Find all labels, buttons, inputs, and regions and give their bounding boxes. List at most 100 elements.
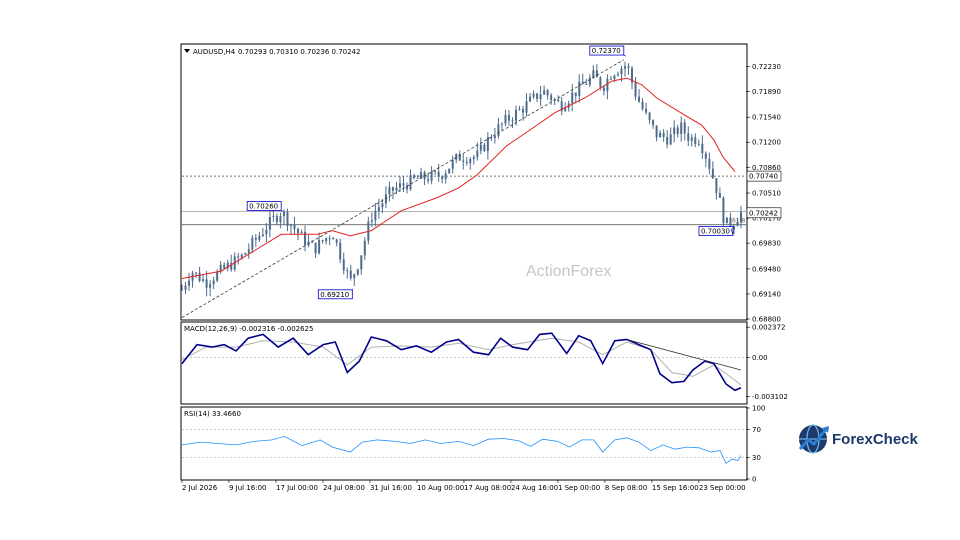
candle-body <box>240 254 243 258</box>
candle-body <box>212 280 215 285</box>
candle-body <box>514 109 517 121</box>
x-tick-label: 10 Aug 00:00 <box>417 484 464 492</box>
candle-body <box>244 253 247 255</box>
candle-body <box>578 81 581 96</box>
macd-signal-line <box>181 337 742 386</box>
price-annotation-label: 0.70260 <box>249 202 278 210</box>
trendline <box>181 59 624 318</box>
candle-body <box>402 183 405 186</box>
candle-body <box>321 240 324 242</box>
rsi-y-tick-label: 30 <box>752 454 761 462</box>
x-tick-label: 15 Sep 16:00 <box>652 484 699 492</box>
x-tick-label: 17 Aug 08:00 <box>464 484 511 492</box>
candle-body <box>666 136 669 145</box>
y-tick-label: 0.71540 <box>752 114 781 122</box>
candle-body <box>409 175 412 190</box>
candle-body <box>395 187 398 191</box>
rsi-line <box>181 435 742 465</box>
candle-body <box>381 203 384 208</box>
candle-body <box>585 84 588 85</box>
price-annotation-box <box>589 45 625 56</box>
candle-body <box>500 123 503 125</box>
price-ohlc-header: 0.70293 0.70310 0.70236 0.70242 <box>238 48 360 56</box>
candle-body <box>237 256 240 258</box>
candle-body <box>353 274 356 279</box>
candle-body <box>360 255 363 270</box>
rsi-y-tick-label: 100 <box>752 405 765 413</box>
current-price-box <box>746 207 782 219</box>
candle-body <box>493 136 496 139</box>
candle-body <box>739 212 742 223</box>
candle-body <box>413 175 416 178</box>
y-tick-label: 0.70170 <box>752 215 781 223</box>
candle-body <box>205 279 208 288</box>
candle-body <box>522 109 525 113</box>
candle-body <box>476 150 479 158</box>
candle-body <box>335 239 338 243</box>
candle-body <box>223 264 226 269</box>
x-tick-label: 17 Jul 00:00 <box>276 484 318 492</box>
candle-body <box>623 66 626 69</box>
price-annotation-leader <box>281 210 284 212</box>
candle-body <box>599 77 602 88</box>
price-annotation-label: 0.70030 <box>701 227 730 235</box>
candle-body <box>188 280 191 286</box>
x-tick-label: 1 Sep 00:00 <box>558 484 600 492</box>
candle-body <box>676 127 679 135</box>
candle-body <box>209 284 212 288</box>
price-annotation-leader <box>730 228 734 236</box>
x-tick-label: 24 Aug 16:00 <box>511 484 558 492</box>
candle-body <box>669 134 672 145</box>
candle-body <box>420 172 423 179</box>
candle-body <box>518 109 521 110</box>
candle-body <box>258 235 261 240</box>
candle-body <box>254 237 257 240</box>
price-panel-frame <box>180 43 748 321</box>
y-tick-label: 0.69480 <box>752 265 781 273</box>
candle-body <box>511 120 514 122</box>
macd-y-tick-label: 0.002372 <box>752 324 785 332</box>
candle-body <box>711 168 714 179</box>
candle-body <box>198 272 201 281</box>
candle-body <box>289 224 292 226</box>
candle-body <box>191 273 194 281</box>
current-price-label: 0.70242 <box>749 209 778 217</box>
y-tick-label: 0.70510 <box>752 190 781 198</box>
candle-body <box>328 237 331 239</box>
watermark: ActionForex <box>526 263 611 280</box>
fib-level-note: 61.8 <box>732 218 746 225</box>
y-tick-label: 0.71890 <box>752 88 781 96</box>
x-tick-label: 31 Jul 16:00 <box>370 484 412 492</box>
price-annotation-label: 0.69210 <box>320 291 349 299</box>
candle-body <box>434 171 437 173</box>
candle-body <box>195 272 198 274</box>
candle-body <box>701 143 704 154</box>
y-tick-label: 0.69830 <box>752 240 781 248</box>
candle-body <box>736 222 739 227</box>
candle-body <box>314 242 317 254</box>
candle-body <box>697 143 700 145</box>
candle-body <box>451 159 454 169</box>
candle-body <box>300 231 303 234</box>
candle-body <box>732 226 735 230</box>
candle-body <box>486 137 489 151</box>
candle-body <box>325 237 328 242</box>
candle-body <box>543 90 546 95</box>
candle-body <box>388 187 391 195</box>
candle-body <box>311 241 314 243</box>
dropdown-triangle-icon[interactable] <box>184 49 190 53</box>
candle-body <box>581 81 584 85</box>
candle-body <box>304 231 307 246</box>
candle-body <box>571 92 574 104</box>
candle-body <box>349 270 352 279</box>
candle-body <box>427 179 430 181</box>
candle-body <box>247 249 250 254</box>
moving-average-line <box>181 77 736 279</box>
candle-body <box>462 160 465 162</box>
candle-body <box>529 96 532 102</box>
candle-body <box>272 216 275 217</box>
candle-body <box>363 240 366 256</box>
macd-panel-frame <box>180 321 748 405</box>
candle-body <box>634 82 637 97</box>
candle-body <box>574 92 577 96</box>
